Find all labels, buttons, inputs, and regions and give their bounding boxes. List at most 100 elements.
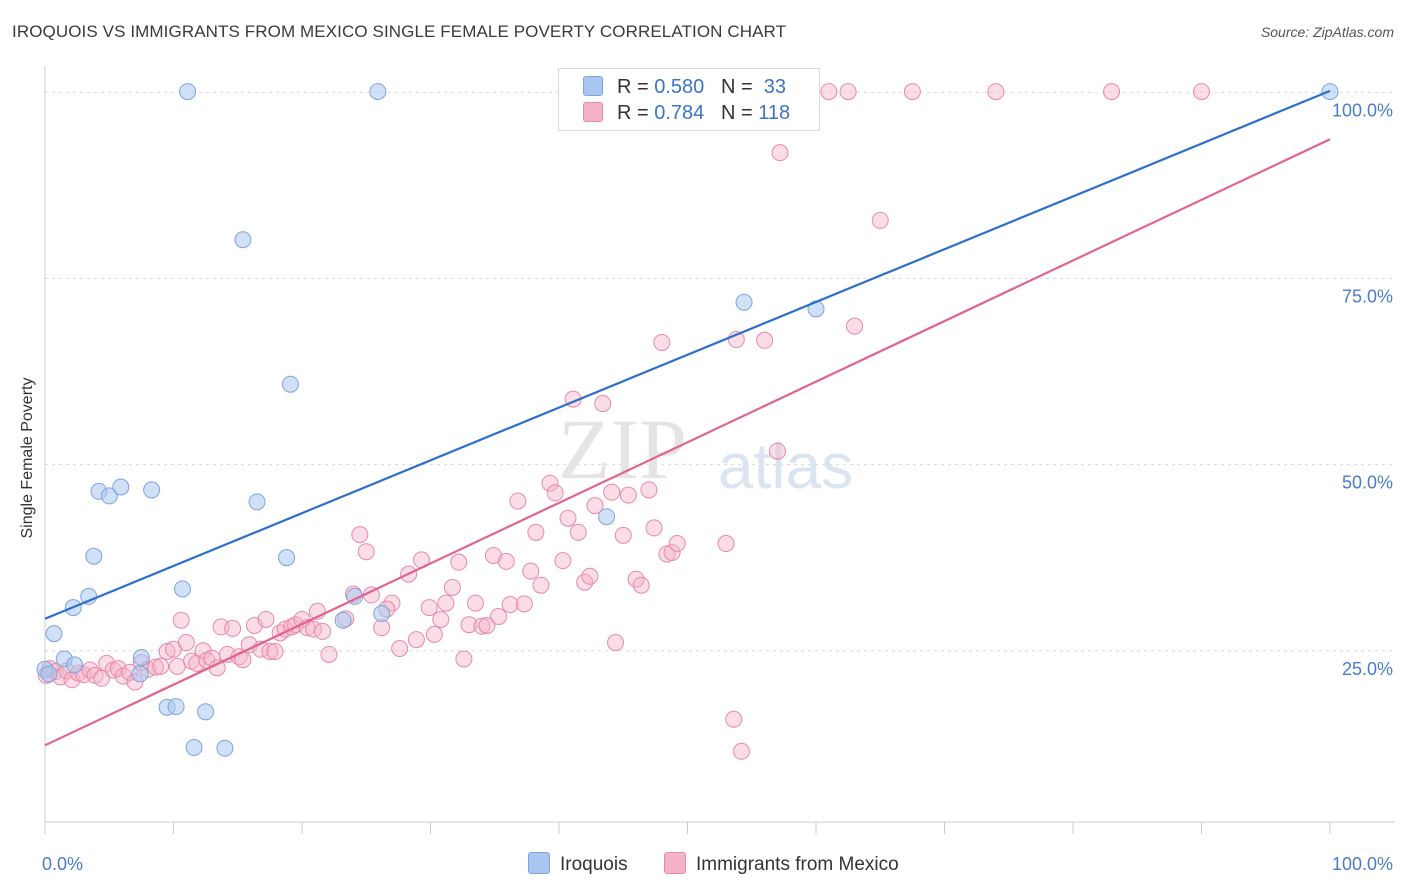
point-mexico <box>645 519 663 537</box>
point-iroquois <box>167 698 185 716</box>
point-mexico <box>177 634 195 652</box>
watermark-atlas: atlas <box>718 430 853 502</box>
bottom-legend-label: Iroquois <box>560 854 628 875</box>
legend-n-value: 33 <box>763 76 787 98</box>
trend-line-iroquois <box>44 89 1331 620</box>
point-iroquois <box>735 293 753 311</box>
point-mexico <box>466 594 484 612</box>
point-mexico <box>320 645 338 663</box>
point-mexico <box>437 594 455 612</box>
point-mexico <box>450 553 468 571</box>
legend-swatch-iroquois <box>583 76 603 96</box>
point-mexico <box>425 625 443 643</box>
point-mexico <box>1193 83 1210 101</box>
legend-row-iroquois: R = 0.580 N = 33 <box>583 76 786 100</box>
point-mexico <box>351 526 369 544</box>
point-mexico <box>846 317 864 335</box>
point-mexico <box>732 742 750 760</box>
point-mexico <box>663 543 681 561</box>
point-mexico <box>373 619 391 637</box>
legend-n-label: N = <box>720 102 759 124</box>
point-iroquois <box>40 665 58 683</box>
bottom-legend-swatch-iroquois <box>528 852 550 874</box>
point-mexico <box>501 596 519 614</box>
legend-n-value: 118 <box>758 102 791 124</box>
point-mexico <box>820 83 838 101</box>
point-mexico <box>509 492 527 510</box>
point-mexico <box>407 631 425 649</box>
grid-layer <box>45 91 1395 652</box>
y-tick-label: 75.0% <box>1342 286 1393 306</box>
watermark-zip: ZIP <box>558 401 687 497</box>
source-label: Source: ZipAtlas.com <box>1260 24 1394 40</box>
point-iroquois <box>100 487 118 505</box>
point-mexico <box>515 595 533 613</box>
point-mexico <box>357 543 375 561</box>
point-iroquois <box>185 739 203 757</box>
point-mexico <box>632 576 650 594</box>
point-iroquois <box>131 665 149 683</box>
point-mexico <box>603 483 621 501</box>
y-tick-label: 100.0% <box>1332 100 1393 120</box>
point-mexico <box>668 535 686 553</box>
point-mexico <box>257 610 275 628</box>
point-mexico <box>581 567 599 585</box>
point-mexico <box>478 616 496 634</box>
point-iroquois <box>197 703 215 721</box>
point-iroquois <box>85 547 103 565</box>
bottom-legend-iroquois: Iroquois <box>528 852 628 876</box>
point-mexico <box>586 497 604 515</box>
point-mexico <box>261 642 279 660</box>
point-mexico <box>640 481 658 499</box>
point-mexico <box>559 509 577 527</box>
point-iroquois <box>334 611 352 629</box>
chart-title: IROQUOIS VS IMMIGRANTS FROM MEXICO SINGL… <box>12 22 787 41</box>
point-mexico <box>522 562 540 580</box>
point-mexico <box>172 611 190 629</box>
trend-layer <box>44 89 1331 747</box>
point-mexico <box>987 83 1005 101</box>
point-mexico <box>224 619 242 637</box>
point-mexico <box>497 552 515 570</box>
point-iroquois <box>179 83 197 101</box>
point-mexico <box>607 634 625 652</box>
point-mexico <box>619 486 637 504</box>
point-mexico <box>871 211 889 229</box>
point-mexico <box>460 616 478 634</box>
point-mexico <box>93 669 111 687</box>
legend-swatch-mexico <box>583 102 603 122</box>
legend-r-value: 0.784 <box>654 102 705 124</box>
point-mexico <box>569 523 587 541</box>
point-mexico <box>614 526 632 544</box>
point-mexico <box>455 650 473 668</box>
point-mexico <box>768 442 786 460</box>
point-mexico <box>266 642 284 660</box>
point-iroquois <box>173 580 191 598</box>
point-iroquois <box>143 481 161 499</box>
bottom-legend-swatch-mexico <box>664 852 686 874</box>
point-mexico <box>839 83 857 101</box>
legend-r-label: R = <box>617 102 655 124</box>
legend-r-label: R = <box>617 76 655 98</box>
point-mexico <box>1103 83 1121 101</box>
x-tick-label: 0.0% <box>42 854 83 874</box>
point-mexico <box>771 144 789 162</box>
watermark: ZIP atlas <box>558 401 853 502</box>
point-iroquois <box>281 375 299 393</box>
point-iroquois <box>373 605 391 623</box>
legend-row-mexico: R = 0.784 N = 118 <box>583 102 790 126</box>
point-mexico <box>554 552 572 570</box>
point-mexico <box>81 661 99 679</box>
bottom-legend-label: Immigrants from Mexico <box>696 854 899 875</box>
point-mexico <box>546 484 564 502</box>
point-iroquois <box>234 231 252 249</box>
point-mexico <box>152 657 170 675</box>
point-mexico <box>158 642 176 660</box>
y-tick-label: 50.0% <box>1342 473 1393 493</box>
point-mexico <box>314 622 332 640</box>
x-tick-label: 100.0% <box>1332 854 1393 874</box>
y-tick-label: 25.0% <box>1342 659 1393 679</box>
point-iroquois <box>66 656 84 674</box>
point-iroquois <box>598 508 616 526</box>
legend-n-label: N = <box>720 76 759 98</box>
